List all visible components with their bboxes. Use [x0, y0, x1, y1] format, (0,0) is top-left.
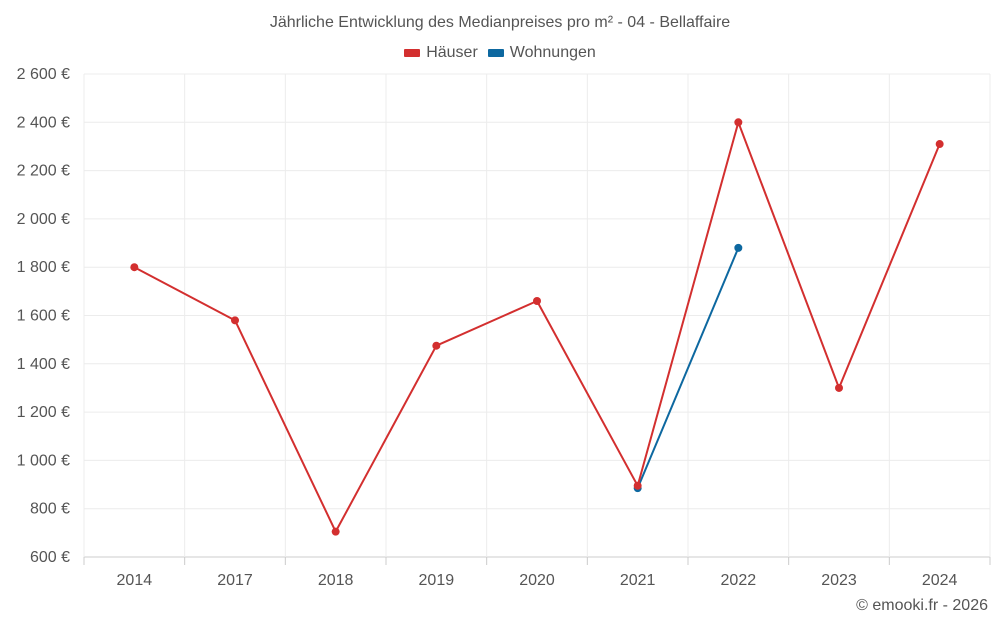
legend-item-haeuser[interactable]: Häuser [404, 44, 478, 62]
y-tick-label: 1 000 € [17, 452, 70, 469]
y-tick-label: 2 600 € [17, 66, 70, 83]
legend-item-wohnungen[interactable]: Wohnungen [487, 44, 596, 62]
chart-legend: Häuser Wohnungen [0, 44, 1000, 62]
y-tick-label: 800 € [30, 501, 70, 518]
data-point-haeuser[interactable] [331, 527, 340, 536]
data-point-wohnungen[interactable] [734, 243, 743, 252]
data-point-haeuser[interactable] [734, 118, 743, 127]
y-tick-label: 1 800 € [17, 259, 70, 276]
legend-label-wohnungen: Wohnungen [509, 44, 596, 61]
legend-swatch-haeuser [404, 49, 421, 57]
data-point-haeuser[interactable] [130, 263, 139, 272]
y-tick-label: 1 400 € [17, 356, 70, 373]
series-line-wohnungen [636, 247, 740, 489]
data-point-haeuser[interactable] [935, 140, 944, 149]
x-tick-label: 2014 [117, 572, 153, 589]
y-tick-label: 1 200 € [17, 404, 70, 421]
y-tick-label: 1 600 € [17, 308, 70, 325]
legend-label-haeuser: Häuser [426, 44, 478, 61]
x-tick-label: 2024 [922, 572, 958, 589]
y-tick-label: 600 € [30, 549, 70, 566]
x-tick-label: 2017 [217, 572, 253, 589]
data-point-haeuser[interactable] [533, 297, 541, 306]
y-tick-label: 2 200 € [17, 163, 70, 180]
y-axis: 600 € 800 € 1 000 € 1 200 € 1 400 € 1 600 € 1 … [17, 66, 70, 566]
data-point-haeuser[interactable] [432, 341, 441, 350]
grid-lines [83, 73, 991, 558]
x-tick-label: 2019 [419, 572, 455, 589]
legend-swatch-wohnungen [487, 49, 504, 57]
series-layer [130, 118, 944, 536]
chart-title: Jährliche Entwicklung des Medianpreises … [269, 14, 731, 31]
y-tick-label: 2 400 € [17, 114, 70, 131]
x-tick-label: 2023 [821, 572, 857, 589]
x-tick-label: 2022 [721, 572, 757, 589]
y-tick-label: 2 000 € [17, 211, 70, 228]
x-tick-label: 2020 [519, 572, 555, 589]
x-tick-label: 2021 [620, 572, 656, 589]
x-tick-label: 2018 [318, 572, 354, 589]
series-line-haeuser [133, 121, 941, 533]
data-point-haeuser[interactable] [231, 316, 239, 325]
credit-text: © emooki.fr - 2026 [856, 597, 988, 614]
data-point-haeuser[interactable] [633, 481, 642, 490]
x-axis: 2014 2017 2018 2019 2020 2021 2022 2023 2024 [83, 557, 991, 589]
data-point-haeuser[interactable] [835, 383, 843, 392]
